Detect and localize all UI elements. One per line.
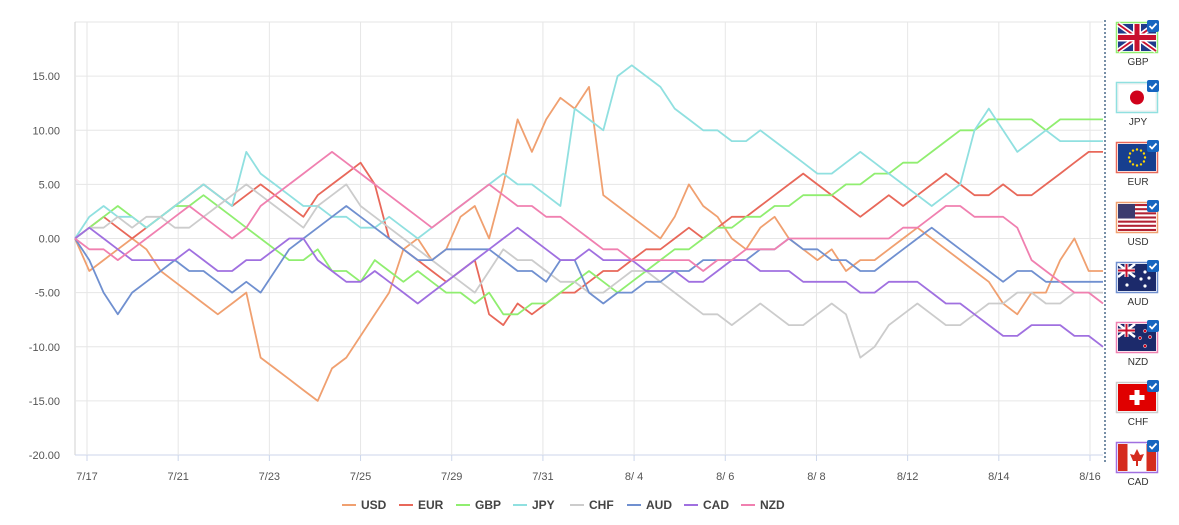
x-tick-label: 8/14 [988, 471, 1009, 483]
legend-label: CHF [589, 498, 614, 512]
series-line-nzd [74, 150, 1104, 305]
legend-item-nzd[interactable]: NZD [741, 498, 785, 512]
currency-toggle-cad[interactable]: CAD [1115, 440, 1160, 488]
legend-item-usd[interactable]: USD [342, 498, 387, 512]
currency-code-label: GBP [1127, 57, 1148, 68]
legend-item-gbp[interactable]: GBP [456, 498, 501, 512]
currency-toggle-jpy[interactable]: JPY [1115, 80, 1160, 128]
checkbox-checked-icon[interactable] [1147, 140, 1159, 152]
y-tick-label: 10.00 [32, 125, 60, 137]
flag-frame [1115, 441, 1159, 474]
flag-frame [1115, 381, 1159, 414]
legend-item-chf[interactable]: CHF [570, 498, 614, 512]
x-tick-label: 7/29 [441, 471, 462, 483]
flag-frame [1115, 21, 1159, 54]
currency-code-label: CHF [1128, 417, 1149, 428]
y-tick-label: -10.00 [29, 342, 60, 354]
currency-code-label: EUR [1127, 177, 1148, 188]
y-tick-label: 5.00 [39, 179, 60, 191]
legend-item-eur[interactable]: EUR [399, 498, 444, 512]
legend-label: JPY [532, 498, 555, 512]
cad-flag-icon [1118, 444, 1156, 471]
series-line-gbp [74, 118, 1103, 316]
legend-label: CAD [703, 498, 729, 512]
currency-panel: GBP JPY EUR USD AUD NZD CHF CAD [1104, 20, 1160, 488]
y-tick-label: -15.00 [29, 396, 60, 408]
legend-item-jpy[interactable]: JPY [513, 498, 555, 512]
currency-code-label: NZD [1128, 357, 1149, 368]
x-tick-label: 7/23 [259, 471, 280, 483]
currency-code-label: CAD [1127, 477, 1148, 488]
currency-code-label: JPY [1129, 117, 1148, 128]
x-tick-label: 8/12 [897, 471, 918, 483]
series-line-cad [74, 226, 1104, 348]
checkbox-checked-icon[interactable] [1147, 80, 1159, 92]
checkbox-checked-icon[interactable] [1147, 320, 1159, 332]
series-line-aud [74, 205, 1103, 316]
currency-code-label: AUD [1127, 297, 1148, 308]
x-tick-label: 7/21 [167, 471, 188, 483]
legend-label: NZD [760, 498, 785, 512]
x-tick-label: 7/25 [350, 471, 371, 483]
series-line-jpy [74, 64, 1103, 240]
flag-frame [1115, 321, 1159, 354]
legend: USD EUR GBP JPY CHF AUD CAD NZD [342, 498, 785, 512]
legend-label: AUD [646, 498, 672, 512]
x-tick-label: 8/ 4 [625, 471, 643, 483]
checkbox-checked-icon[interactable] [1147, 260, 1159, 272]
y-tick-label: 0.00 [39, 234, 60, 246]
checkbox-checked-icon[interactable] [1147, 200, 1159, 212]
checkbox-checked-icon[interactable] [1147, 380, 1159, 392]
eur-flag-icon [1118, 144, 1156, 171]
legend-label: EUR [418, 498, 444, 512]
x-axis-ticks: 7/17 7/21 7/23 7/25 7/29 7/31 8/ 4 8/ 6 8/ 8 8/12… [76, 471, 1100, 483]
currency-toggle-chf[interactable]: CHF [1115, 380, 1160, 428]
currency-toggle-usd[interactable]: USD [1115, 200, 1160, 248]
flag-frame [1115, 201, 1159, 234]
x-tick-label: 7/17 [76, 471, 97, 483]
checkbox-checked-icon[interactable] [1147, 440, 1159, 452]
checkbox-checked-icon[interactable] [1147, 20, 1159, 32]
currency-toggle-nzd[interactable]: NZD [1115, 320, 1160, 368]
legend-label: USD [361, 498, 387, 512]
currency-toggle-eur[interactable]: EUR [1115, 140, 1160, 188]
series-lines [74, 64, 1104, 402]
x-tick-label: 8/ 6 [716, 471, 734, 483]
currency-toggle-aud[interactable]: AUD [1115, 260, 1160, 308]
x-tick-label: 8/ 8 [807, 471, 825, 483]
flag-frame [1115, 81, 1159, 114]
y-tick-label: -20.00 [29, 450, 60, 462]
nzd-flag-icon [1117, 323, 1156, 351]
x-tick-label: 8/16 [1079, 471, 1100, 483]
flag-frame [1115, 141, 1159, 174]
x-tick-label: 7/31 [532, 471, 553, 483]
currency-toggle-gbp[interactable]: GBP [1115, 20, 1160, 68]
legend-item-aud[interactable]: AUD [627, 498, 672, 512]
currency-code-label: USD [1127, 237, 1148, 248]
y-axis-ticks: 15.00 10.00 5.00 0.00 -5.00 -10.00 -15.00 -20.0… [29, 71, 60, 462]
series-line-eur [74, 150, 1103, 327]
legend-item-cad[interactable]: CAD [684, 498, 729, 512]
y-tick-label: -5.00 [35, 288, 60, 300]
y-tick-label: 15.00 [32, 71, 60, 83]
legend-label: GBP [475, 498, 501, 512]
flag-frame [1115, 261, 1159, 294]
series-line-usd [74, 86, 1103, 402]
